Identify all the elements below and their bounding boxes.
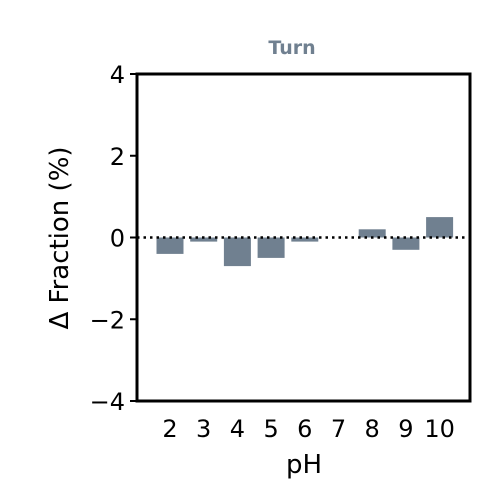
y-tick-label: 2 [110, 143, 125, 171]
x-tick-label: 10 [424, 415, 455, 443]
chart-title: Turn [268, 37, 315, 59]
x-tick-label: 9 [398, 415, 413, 443]
bar-ph-9 [392, 237, 420, 250]
bar-ph-5 [257, 237, 285, 258]
y-tick-label: 4 [110, 61, 125, 89]
x-tick-label: 3 [196, 415, 211, 443]
x-tick-label: 6 [297, 415, 312, 443]
x-axis-ticks: 2 3 4 5 6 7 8 9 10 [162, 415, 455, 443]
bar-ph-8 [358, 229, 386, 238]
bar-ph-2 [156, 237, 184, 254]
y-tick-label: −4 [90, 388, 125, 416]
y-tick-label: −2 [90, 306, 125, 334]
x-tick-label: 7 [331, 415, 346, 443]
x-tick-label: 8 [365, 415, 380, 443]
bar-series [156, 217, 454, 267]
bar-ph-4 [223, 237, 251, 267]
x-tick-label: 4 [230, 415, 245, 443]
x-axis-label: pH [286, 450, 322, 480]
bar-ph-10 [426, 217, 454, 238]
x-tick-label: 5 [263, 415, 278, 443]
x-tick-label: 2 [162, 415, 177, 443]
bar-ph-6 [291, 237, 319, 242]
y-tick-label: 0 [110, 225, 125, 253]
y-axis-label: Δ Fraction (%) [45, 146, 75, 329]
bar-ph-3 [190, 237, 218, 242]
y-axis-ticks: 4 2 0 −2 −4 [90, 61, 137, 416]
